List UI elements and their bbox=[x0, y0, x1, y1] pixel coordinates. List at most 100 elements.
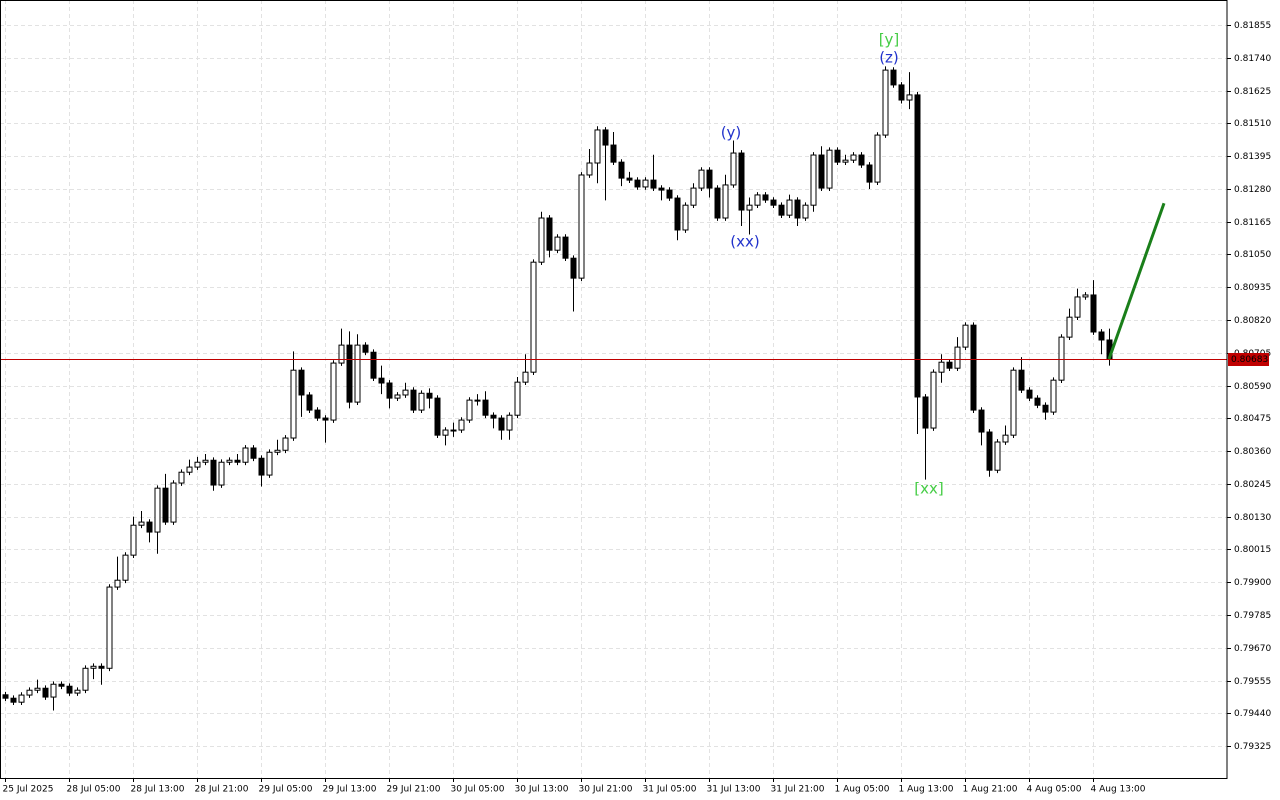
y-tick-label: 0.80130 bbox=[1234, 513, 1271, 523]
candle-body bbox=[914, 94, 921, 398]
projection-line bbox=[1107, 202, 1166, 360]
x-tick-label: 4 Aug 05:00 bbox=[1027, 785, 1082, 795]
candle-body bbox=[674, 197, 681, 231]
candle-body bbox=[1082, 294, 1089, 298]
candle-body bbox=[706, 169, 713, 189]
candle-body bbox=[250, 447, 257, 459]
candle-body bbox=[770, 199, 777, 206]
candle-body bbox=[906, 94, 913, 101]
candle-body bbox=[154, 487, 161, 533]
y-tick-label: 0.79555 bbox=[1234, 677, 1271, 687]
candle-body bbox=[202, 459, 209, 463]
wave-label: [y] bbox=[879, 31, 900, 49]
candle-body bbox=[970, 324, 977, 411]
wave-label: (y) bbox=[721, 124, 742, 142]
candle-body bbox=[514, 381, 521, 416]
candle-body bbox=[666, 189, 673, 199]
candle-body bbox=[1010, 369, 1017, 436]
candle-body bbox=[482, 399, 489, 416]
x-tick-label: 1 Aug 05:00 bbox=[835, 785, 890, 795]
candle-body bbox=[802, 204, 809, 219]
candle-body bbox=[994, 441, 1001, 471]
x-tick-label: 31 Jul 21:00 bbox=[771, 785, 825, 795]
candle-body bbox=[954, 346, 961, 369]
candle-body bbox=[634, 179, 641, 188]
candle-body bbox=[490, 414, 497, 419]
candle-body bbox=[890, 69, 897, 86]
candle-body bbox=[778, 204, 785, 216]
candle-body bbox=[746, 204, 753, 211]
x-tick-label: 30 Jul 13:00 bbox=[515, 785, 569, 795]
candle-body bbox=[546, 217, 553, 251]
candle-body bbox=[834, 149, 841, 163]
candle-body bbox=[98, 665, 105, 669]
candle-body bbox=[410, 389, 417, 411]
candle-body bbox=[50, 683, 57, 698]
candle-body bbox=[114, 579, 121, 588]
y-tick-label: 0.79325 bbox=[1234, 742, 1271, 752]
candle-body bbox=[938, 361, 945, 373]
candle-body bbox=[426, 392, 433, 399]
y-tick-label: 0.79900 bbox=[1234, 578, 1271, 588]
candle-body bbox=[626, 177, 633, 181]
candle-body bbox=[978, 409, 985, 433]
candle-body bbox=[394, 394, 401, 399]
y-tick-label: 0.81050 bbox=[1234, 250, 1271, 260]
y-tick-label: 0.79440 bbox=[1234, 709, 1271, 719]
x-tick-label: 28 Jul 05:00 bbox=[67, 785, 121, 795]
candle-body bbox=[74, 689, 81, 694]
candle-body bbox=[226, 459, 233, 463]
x-tick-label: 25 Jul 2025 bbox=[3, 785, 54, 795]
candle-body bbox=[922, 396, 929, 429]
candle-body bbox=[874, 134, 881, 183]
candle-body bbox=[146, 521, 153, 533]
candle-body bbox=[290, 369, 297, 439]
candle-body bbox=[298, 369, 305, 396]
candle-body bbox=[1018, 369, 1025, 391]
candle-body bbox=[82, 667, 89, 691]
candle-body bbox=[354, 344, 361, 403]
wave-label: [xx] bbox=[914, 480, 943, 498]
x-tick-label: 29 Jul 21:00 bbox=[387, 785, 441, 795]
candle-body bbox=[698, 169, 705, 189]
x-tick-label: 28 Jul 13:00 bbox=[131, 785, 185, 795]
candle-body bbox=[754, 194, 761, 206]
candle-body bbox=[338, 344, 345, 364]
candle-body bbox=[1090, 294, 1097, 333]
x-tick-label: 31 Jul 13:00 bbox=[707, 785, 761, 795]
x-tick-label: 29 Jul 05:00 bbox=[259, 785, 313, 795]
y-tick-label: 0.81395 bbox=[1234, 152, 1271, 162]
x-tick-label: 1 Aug 13:00 bbox=[899, 785, 954, 795]
candle-body bbox=[2, 694, 9, 699]
candle-body bbox=[682, 204, 689, 231]
y-tick-label: 0.81165 bbox=[1234, 218, 1271, 228]
candle-body bbox=[714, 187, 721, 219]
candle-body bbox=[658, 187, 665, 191]
candle-body bbox=[314, 409, 321, 419]
candle-body bbox=[610, 144, 617, 163]
wave-label: (xx) bbox=[730, 233, 759, 251]
x-tick-label: 4 Aug 13:00 bbox=[1091, 785, 1146, 795]
candle-body bbox=[218, 461, 225, 486]
plot-frame bbox=[0, 0, 1228, 779]
candle-body bbox=[66, 685, 73, 694]
candle-body bbox=[378, 377, 385, 384]
candle-body bbox=[722, 184, 729, 219]
candle-body bbox=[1002, 434, 1009, 443]
y-tick-label: 0.81625 bbox=[1234, 87, 1271, 97]
candle-body bbox=[18, 694, 25, 703]
y-tick-label: 0.81740 bbox=[1234, 54, 1271, 64]
candle-body bbox=[522, 371, 529, 383]
candle-body bbox=[602, 129, 609, 146]
y-tick-label: 0.80820 bbox=[1234, 316, 1271, 326]
candle-body bbox=[538, 217, 545, 263]
x-tick-label: 30 Jul 05:00 bbox=[451, 785, 505, 795]
candle-body bbox=[42, 687, 49, 698]
candle-body bbox=[282, 437, 289, 451]
candle-body bbox=[26, 689, 33, 696]
x-tick-label: 1 Aug 21:00 bbox=[963, 785, 1018, 795]
candle-body bbox=[1034, 397, 1041, 406]
candle-body bbox=[986, 431, 993, 471]
current-price-box bbox=[1228, 353, 1269, 366]
candle-body bbox=[186, 466, 193, 473]
